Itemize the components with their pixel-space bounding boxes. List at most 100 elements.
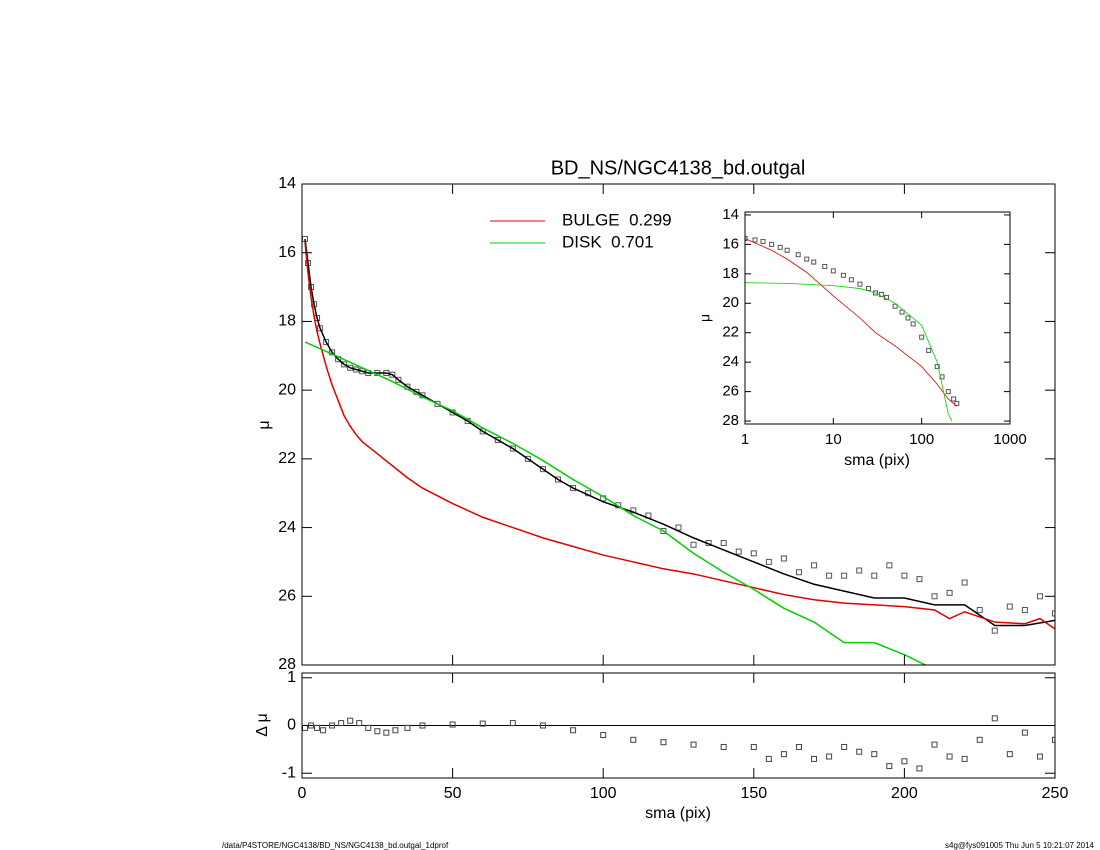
data-point (795, 569, 802, 576)
data-point (404, 724, 411, 731)
data-point (356, 720, 363, 727)
data-point (539, 466, 546, 473)
data-point (509, 445, 516, 452)
data-point (822, 263, 828, 269)
data-point (494, 436, 501, 443)
data-point (795, 252, 801, 258)
x-tick-label: 50 (444, 785, 462, 802)
y-tick-label: 18 (722, 265, 739, 282)
data-point (916, 765, 923, 772)
y-tick-label: 24 (278, 519, 296, 536)
data-point (720, 540, 727, 547)
y-tick-label: 1 (287, 669, 296, 686)
x-tick-label: 10 (825, 431, 842, 448)
plot-area (302, 235, 1055, 665)
plot-area (745, 236, 960, 422)
data-point (690, 741, 697, 748)
data-point (570, 727, 577, 734)
data-point (840, 272, 846, 278)
data-point (910, 321, 916, 327)
footer-left: /data/P4STORE/NGC4138/BD_NS/NGC4138_bd.o… (222, 841, 449, 850)
data-point (872, 290, 878, 296)
y-tick-label: 20 (722, 294, 739, 311)
y-tick-label: 16 (278, 244, 296, 261)
footer-right: s4g@fys091005 Thu Jun 5 10:21:07 2014 (945, 841, 1095, 850)
y-tick-label: 14 (278, 175, 296, 192)
y-tick-label: 26 (722, 383, 739, 400)
data-point (752, 237, 758, 243)
data-point (826, 753, 833, 760)
y-tick-label: 26 (278, 588, 296, 605)
legend-label: BULGE 0.299 (562, 210, 672, 229)
frame (744, 211, 1011, 425)
y-tick-label: 18 (278, 313, 296, 330)
data-point (804, 256, 810, 262)
data-point (1052, 736, 1055, 743)
data-point (1021, 729, 1028, 736)
data-point (769, 241, 775, 247)
data-point (479, 720, 486, 727)
x-tick-label: 1 (741, 431, 749, 448)
data-point (811, 259, 817, 265)
x-tick-label: 150 (740, 785, 767, 802)
data-point (392, 727, 399, 734)
data-point (539, 722, 546, 729)
data-point (830, 268, 836, 274)
inset-y-label: μ (697, 314, 713, 322)
data-point (991, 627, 998, 634)
data-point (1006, 751, 1013, 758)
y-tick-label: 24 (722, 353, 739, 370)
data-point (945, 389, 951, 395)
data-point (347, 717, 354, 724)
data-point (524, 455, 531, 462)
x-tick-label: 0 (298, 785, 307, 802)
data-point (780, 555, 787, 562)
data-point (826, 572, 833, 579)
data-point (630, 736, 637, 743)
data-point (899, 309, 905, 315)
x-label: sma (pix) (645, 805, 711, 822)
residual-y-label: Δ μ (254, 713, 271, 736)
plot-area (302, 715, 1055, 772)
data-point (919, 334, 925, 340)
data-point (419, 722, 426, 729)
data-point (976, 736, 983, 743)
data-point (954, 400, 960, 406)
data-point (901, 572, 908, 579)
data-point (760, 238, 766, 244)
data-point (323, 339, 330, 346)
data-point (905, 315, 911, 321)
data-point (750, 743, 757, 750)
data-point (886, 562, 893, 569)
data-point (811, 755, 818, 762)
data-point (434, 400, 441, 407)
data-point (1036, 593, 1043, 600)
data-point (509, 720, 516, 727)
data-point (735, 548, 742, 555)
y-tick-label: 28 (722, 412, 739, 429)
data-point (660, 528, 667, 535)
data-point (871, 572, 878, 579)
y-label: μ (256, 420, 273, 429)
data-point (886, 763, 893, 770)
data-point (848, 277, 854, 283)
data-point (383, 729, 390, 736)
data-point (777, 244, 783, 250)
x-tick-label: 250 (1042, 785, 1069, 802)
data-line (745, 282, 953, 422)
data-point (600, 732, 607, 739)
data-point (901, 758, 908, 765)
data-point (690, 541, 697, 548)
y-tick-label: 22 (722, 324, 739, 341)
y-tick-label: 28 (278, 656, 296, 673)
data-point (916, 576, 923, 583)
data-point (934, 364, 940, 370)
data-point (720, 743, 727, 750)
data-point (1021, 607, 1028, 614)
data-point (841, 743, 848, 750)
data-point (795, 743, 802, 750)
y-tick-label: 16 (722, 235, 739, 252)
data-point (750, 550, 757, 557)
y-tick-label: 14 (722, 206, 739, 223)
data-point (857, 281, 863, 287)
